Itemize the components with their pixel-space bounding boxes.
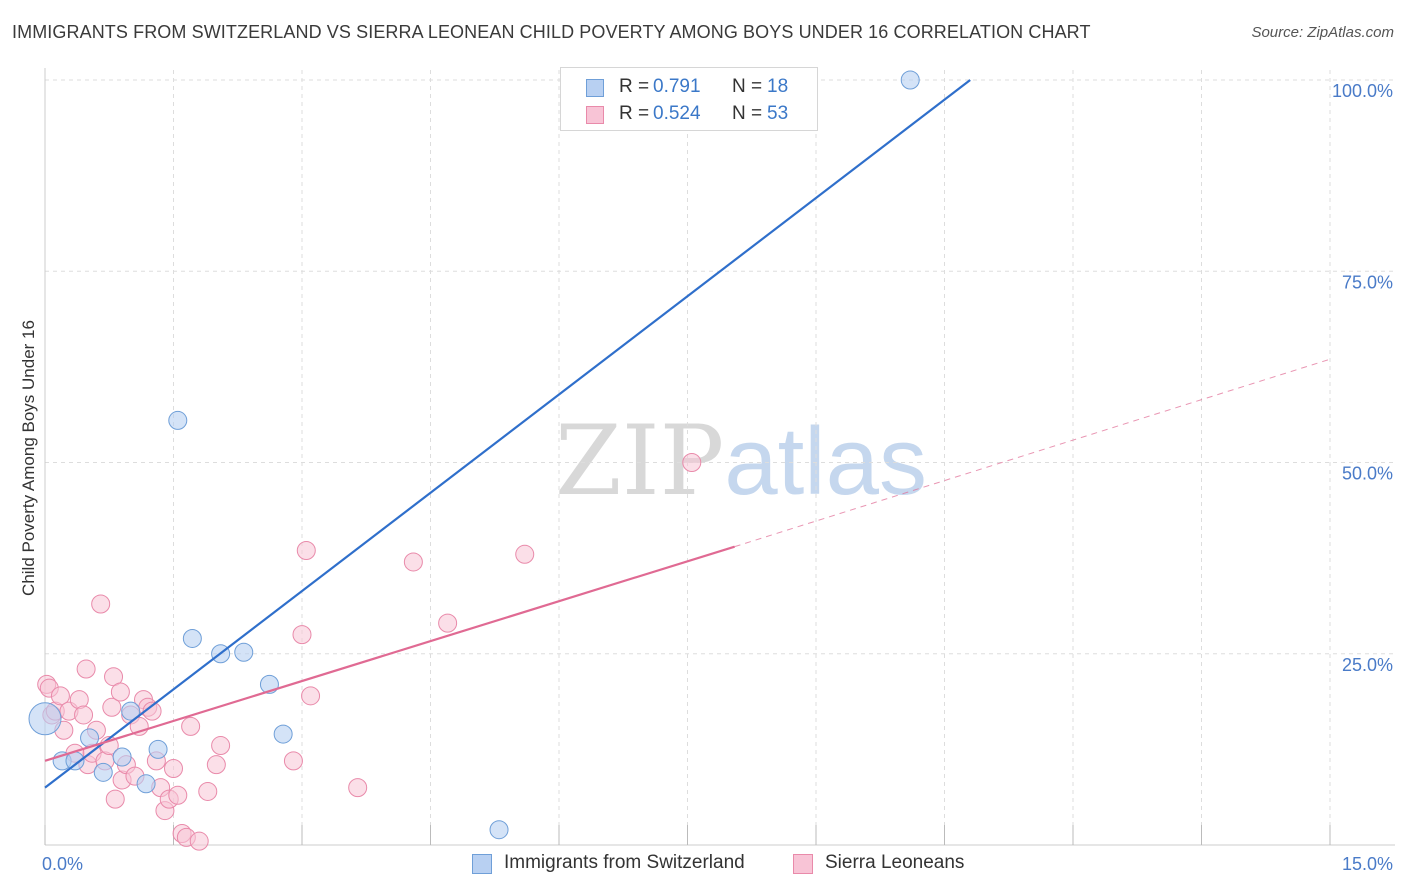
sierra-leoneans-point <box>102 697 122 717</box>
sierra-leoneans-point <box>211 736 231 756</box>
chart-title: IMMIGRANTS FROM SWITZERLAND VS SIERRA LE… <box>12 22 1091 42</box>
switzerland-point <box>28 702 62 736</box>
trend-lines <box>44 79 1331 789</box>
sierra-leoneans-point <box>91 594 111 614</box>
legend-n-label: N = <box>732 76 763 97</box>
y-tick-label: 75.0% <box>1342 272 1393 292</box>
sierra-leoneans-point <box>301 686 321 706</box>
sierra-leoneans-trend-extension <box>734 358 1331 548</box>
switzerland-point <box>121 701 141 721</box>
legend-swatch-blue <box>586 79 604 97</box>
legend-r-value: 0.524 <box>653 103 701 124</box>
legend-n-label: N = <box>732 103 763 124</box>
switzerland-point <box>168 410 188 430</box>
switzerland-point <box>182 628 202 648</box>
legend-swatch-pink <box>586 106 604 124</box>
sierra-leoneans-point <box>181 716 201 736</box>
switzerland-point <box>136 774 156 794</box>
sierra-leoneans-trend-line <box>44 545 735 762</box>
switzerland-point <box>234 642 254 662</box>
sierra-leoneans-point <box>189 831 209 851</box>
sierra-leoneans-point <box>110 682 130 702</box>
sierra-leoneans-point <box>682 453 702 472</box>
switzerland-trend-line <box>44 79 971 789</box>
y-tick-label: 25.0% <box>1342 655 1393 675</box>
legend-n-value: 53 <box>767 103 789 124</box>
sierra-leoneans-point <box>296 540 316 560</box>
sierra-leoneans-point <box>198 781 218 801</box>
sierra-leoneans-point <box>515 544 535 564</box>
y-axis-label: Child Poverty Among Boys Under 16 <box>19 320 38 596</box>
source-label: Source: ZipAtlas.com <box>1251 24 1394 41</box>
switzerland-point <box>112 747 132 767</box>
sierra-leoneans-point <box>292 625 312 645</box>
legend-r-label: R = <box>619 103 650 124</box>
bottom-legend-label: Sierra Leoneans <box>825 852 965 873</box>
legend-r-value: 0.791 <box>653 76 701 97</box>
switzerland-point <box>148 739 168 759</box>
sierra-leoneans-point <box>168 785 188 805</box>
switzerland-point <box>273 724 293 744</box>
y-tick-label: 50.0% <box>1342 464 1393 484</box>
y-tick-label: 100.0% <box>1332 81 1393 101</box>
sierra-leoneans-point <box>348 778 368 798</box>
sierra-leoneans-point <box>50 686 70 706</box>
legend-n-value: 18 <box>767 76 789 97</box>
legend-r-label: R = <box>619 76 650 97</box>
sierra-leoneans-points <box>37 453 702 851</box>
sierra-leoneans-point <box>438 613 458 633</box>
bottom-legend-label: Immigrants from Switzerland <box>504 852 745 873</box>
stats-legend: R = 0.791 N = 18 R = 0.524 N = 53 <box>560 67 818 131</box>
switzerland-point <box>489 820 509 840</box>
sierra-leoneans-point <box>76 659 96 679</box>
sierra-leoneans-point <box>403 552 423 572</box>
sierra-leoneans-point <box>74 705 94 725</box>
tick-labels: 25.0% 50.0% 75.0% 100.0% 0.0% 15.0% <box>42 81 1393 874</box>
switzerland-point <box>900 70 920 90</box>
switzerland-point <box>93 762 113 782</box>
sierra-leoneans-point <box>142 701 162 721</box>
gridlines <box>45 70 1395 845</box>
sierra-leoneans-point <box>164 759 183 778</box>
bottom-legend-swatch-pink <box>793 854 813 874</box>
bottom-legend-swatch-blue <box>472 854 492 874</box>
x-tick-label: 15.0% <box>1342 854 1393 874</box>
axes <box>44 68 1395 846</box>
x-tick-label: 0.0% <box>42 854 83 874</box>
sierra-leoneans-point <box>206 755 226 775</box>
sierra-leoneans-point <box>105 789 125 809</box>
sierra-leoneans-point <box>283 751 303 771</box>
